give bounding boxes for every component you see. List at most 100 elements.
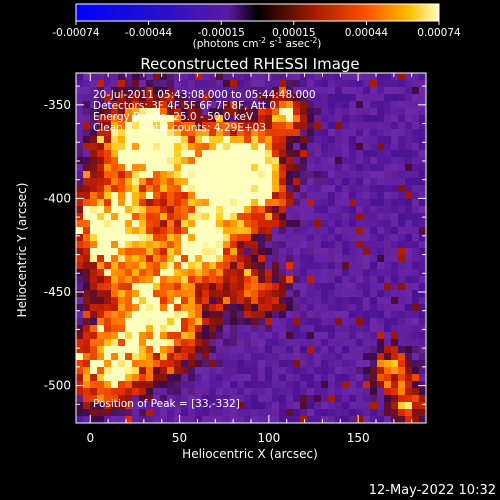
heatmap-cell (167, 241, 175, 249)
heatmap-cell (251, 290, 259, 298)
heatmap-cell (160, 213, 168, 221)
heatmap-cell (328, 269, 336, 277)
heatmap-cell (230, 115, 238, 123)
heatmap-cell (307, 269, 315, 277)
heatmap-cell (167, 290, 175, 298)
heatmap-cell (321, 94, 329, 102)
heatmap-cell (342, 241, 350, 249)
heatmap-cell (104, 227, 112, 235)
heatmap-cell (104, 115, 112, 123)
y-tick-label: -350 (44, 98, 71, 112)
heatmap-cell (209, 269, 217, 277)
heatmap-cell (307, 87, 315, 95)
annotation-time: 20-Jul-2011 05:43:08.000 to 05:44:48.000 (93, 89, 316, 101)
heatmap-cell (342, 339, 350, 347)
heatmap-cell (314, 262, 322, 270)
heatmap-cell (223, 192, 231, 200)
heatmap-cell (265, 136, 273, 144)
heatmap-cell (391, 199, 399, 207)
heatmap-cell (370, 227, 378, 235)
heatmap-cell (363, 185, 371, 193)
heatmap-cell (286, 262, 294, 270)
heatmap-cell (279, 227, 287, 235)
heatmap-cell (202, 353, 210, 361)
heatmap-cell (265, 227, 273, 235)
heatmap-cell (405, 395, 413, 403)
heatmap-cell (153, 129, 161, 137)
heatmap-cell (181, 122, 189, 130)
heatmap-cell (125, 318, 133, 326)
heatmap-cell (90, 227, 98, 235)
heatmap-cell (139, 290, 147, 298)
heatmap-cell (356, 143, 364, 151)
heatmap-cell (307, 388, 315, 396)
heatmap-cell (111, 73, 119, 81)
heatmap-cell (125, 129, 133, 137)
heatmap-cell (83, 409, 91, 417)
heatmap-cell (76, 178, 84, 186)
heatmap-cell (237, 339, 245, 347)
heatmap-cell (97, 374, 105, 382)
heatmap-cell (216, 367, 224, 375)
heatmap-cell (391, 290, 399, 298)
heatmap-cell (391, 213, 399, 221)
heatmap-cell (300, 416, 308, 424)
heatmap-cell (286, 94, 294, 102)
heatmap-cell (258, 374, 266, 382)
heatmap-cell (223, 255, 231, 263)
heatmap-cell (335, 234, 343, 242)
heatmap-cell (363, 353, 371, 361)
heatmap-cell (405, 73, 413, 81)
heatmap-cell (202, 94, 210, 102)
heatmap-cell (230, 108, 238, 116)
heatmap-cell (132, 262, 140, 270)
heatmap-cell (293, 129, 301, 137)
heatmap-cell (258, 297, 266, 305)
heatmap-cell (223, 297, 231, 305)
heatmap-cell (398, 290, 406, 298)
heatmap-cell (363, 213, 371, 221)
heatmap-cell (83, 388, 91, 396)
heatmap-cell (286, 101, 294, 109)
heatmap-cell (419, 269, 427, 277)
heatmap-cell (293, 213, 301, 221)
heatmap-cell (307, 255, 315, 263)
heatmap-cell (76, 115, 84, 123)
heatmap-cell (195, 353, 203, 361)
heatmap-cell (279, 171, 287, 179)
heatmap-cell (251, 122, 259, 130)
heatmap-cell (258, 122, 266, 130)
heatmap-cell (237, 290, 245, 298)
heatmap-cell (335, 332, 343, 340)
heatmap-cell (195, 325, 203, 333)
heatmap-cell (90, 381, 98, 389)
heatmap-cell (251, 381, 259, 389)
heatmap-cell (342, 192, 350, 200)
heatmap-cell (230, 318, 238, 326)
heatmap-cell (118, 87, 126, 95)
heatmap-cell (265, 143, 273, 151)
heatmap-cell (398, 192, 406, 200)
heatmap-cell (412, 381, 420, 389)
heatmap-cell (188, 206, 196, 214)
heatmap-cell (90, 255, 98, 263)
heatmap-cell (384, 374, 392, 382)
heatmap-cell (307, 353, 315, 361)
heatmap-cell (391, 206, 399, 214)
heatmap-cell (230, 94, 238, 102)
heatmap-cell (195, 374, 203, 382)
heatmap-cell (153, 171, 161, 179)
heatmap-cell (335, 318, 343, 326)
heatmap-cell (300, 129, 308, 137)
heatmap-cell (272, 311, 280, 319)
heatmap-cell (104, 171, 112, 179)
heatmap-cell (76, 143, 84, 151)
heatmap-cell (321, 227, 329, 235)
heatmap-cell (223, 80, 231, 88)
heatmap-cell (356, 80, 364, 88)
heatmap-cell (419, 171, 427, 179)
heatmap-cell (118, 353, 126, 361)
heatmap-cell (230, 262, 238, 270)
heatmap-cell (370, 409, 378, 417)
heatmap-cell (356, 206, 364, 214)
